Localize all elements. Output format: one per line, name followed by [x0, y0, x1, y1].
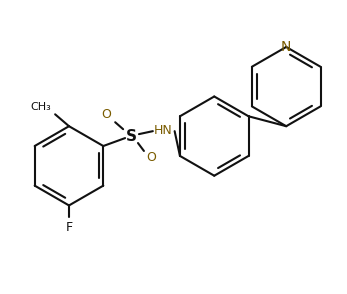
Text: CH₃: CH₃: [31, 102, 51, 112]
Text: O: O: [146, 151, 156, 164]
Text: S: S: [126, 128, 137, 143]
Text: HN: HN: [153, 124, 172, 137]
Text: O: O: [101, 108, 111, 121]
Text: N: N: [281, 40, 291, 54]
Text: F: F: [66, 221, 73, 234]
